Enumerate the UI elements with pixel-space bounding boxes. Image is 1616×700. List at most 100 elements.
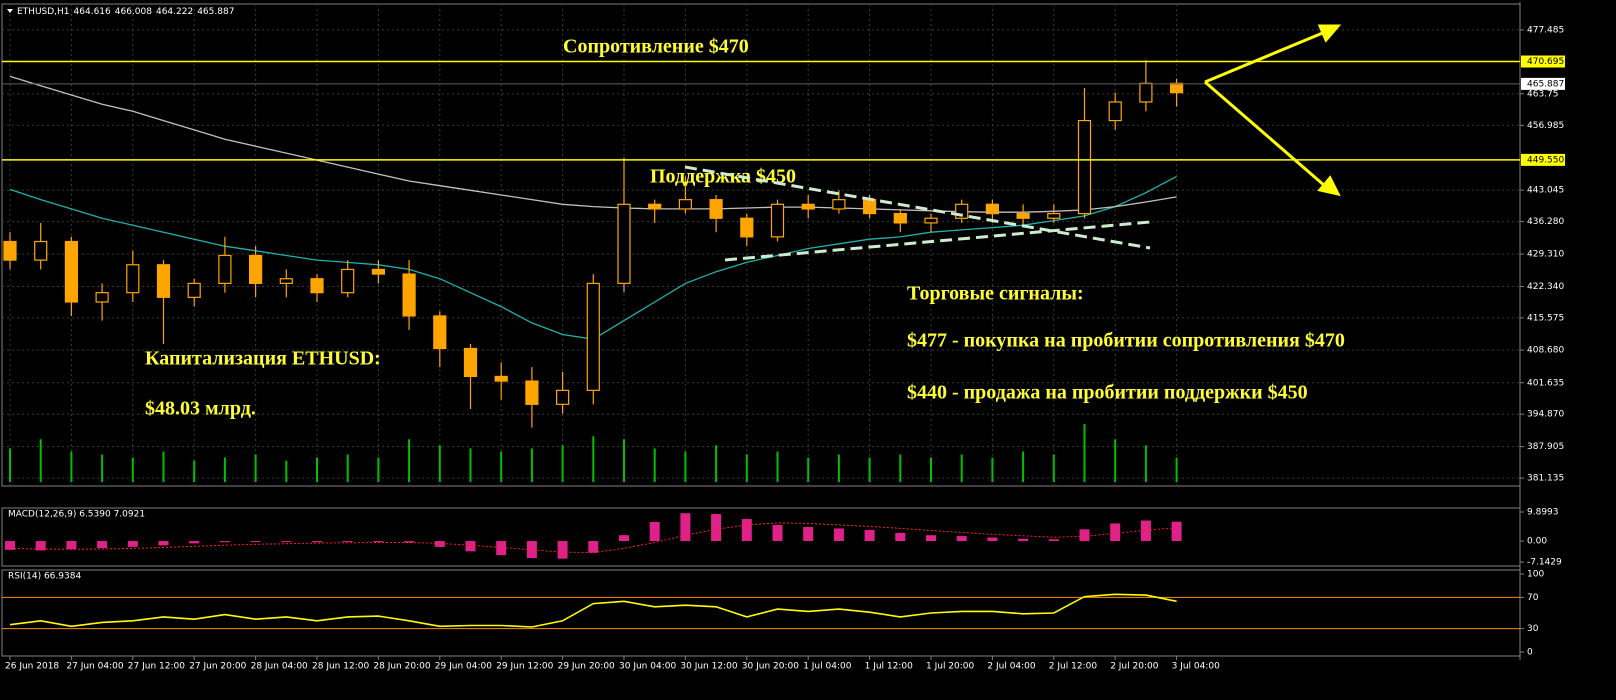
x-tick-label: 1 Jul 12:00 xyxy=(865,662,914,672)
candle-body xyxy=(985,203,1000,215)
volume-bar xyxy=(254,454,257,482)
candle-body xyxy=(494,375,508,382)
macd-bar xyxy=(803,526,814,542)
candle-body xyxy=(1077,119,1092,215)
candle-body xyxy=(801,203,815,210)
annotation: $477 - покупка на пробитии сопротивления… xyxy=(907,330,1345,352)
y-tick-label: 456.985 xyxy=(1527,121,1564,131)
volume-bar xyxy=(162,451,165,482)
volume-bar xyxy=(592,436,595,482)
annotation: Торговые сигналы: xyxy=(907,283,1084,305)
chart-header: ETHUSD,H1 464.616 466.008 464.222 465.887 xyxy=(17,7,234,17)
x-tick-label: 2 Jul 20:00 xyxy=(1110,662,1159,672)
volume-bar xyxy=(715,445,718,482)
candle-body xyxy=(249,254,263,284)
macd-bar xyxy=(97,541,108,549)
volume-bar xyxy=(316,457,318,482)
annotation: $48.03 млрд. xyxy=(145,398,256,420)
candle-body xyxy=(126,264,140,294)
x-tick-label: 3 Jul 04:00 xyxy=(1172,662,1221,672)
y-tick-label: 100 xyxy=(1527,570,1544,580)
y-tick-label: 436.280 xyxy=(1527,217,1564,227)
annotation: Сопротивление $470 xyxy=(563,36,749,58)
candle-body xyxy=(402,273,416,317)
y-tick-label: 443.045 xyxy=(1527,186,1564,196)
macd-bar xyxy=(1171,521,1182,542)
annotation: Капитализация ETHUSD: xyxy=(145,348,381,370)
macd-bar xyxy=(281,541,292,543)
macd-bar xyxy=(833,528,844,542)
volume-bar xyxy=(1083,424,1086,482)
y-tick-label: 381.135 xyxy=(1527,474,1564,484)
macd-bar xyxy=(158,541,169,546)
arrow-down xyxy=(1204,80,1326,188)
macd-bar xyxy=(127,541,138,547)
candle-body xyxy=(1047,213,1061,219)
x-tick-label: 27 Jun 12:00 xyxy=(128,662,185,672)
candle-body xyxy=(156,264,171,298)
candle-body xyxy=(862,199,877,215)
macd-bar xyxy=(66,541,77,550)
candle-body xyxy=(709,199,723,219)
y-tick-label: 0.00 xyxy=(1527,537,1547,547)
volume-bar xyxy=(684,451,687,482)
chart-title: ETHUSD,H1 xyxy=(17,7,70,17)
volume-bar xyxy=(530,448,533,482)
candle-body xyxy=(95,292,109,303)
candle-body xyxy=(1139,82,1153,103)
macd-bar xyxy=(1048,539,1059,542)
y-tick-label: 463.75 xyxy=(1527,89,1559,99)
candle-body xyxy=(310,278,324,294)
macd-bar xyxy=(956,536,967,542)
x-tick-label: 2 Jul 04:00 xyxy=(987,662,1036,672)
moving-average xyxy=(9,75,1177,213)
y-tick-label: 408.680 xyxy=(1527,345,1564,355)
macd-bar xyxy=(711,514,722,542)
x-tick-label: 30 Jun 12:00 xyxy=(680,662,737,672)
volume-bar xyxy=(868,457,871,482)
candle-body xyxy=(770,203,785,238)
macd-bar xyxy=(1110,523,1121,542)
y-tick-label: 401.635 xyxy=(1527,378,1564,388)
candle-body xyxy=(893,213,907,224)
macd-bar xyxy=(1079,529,1090,542)
macd-bar xyxy=(926,535,936,542)
x-tick-label: 29 Jun 12:00 xyxy=(496,662,553,672)
volume-bar xyxy=(438,445,441,482)
level-label: 449.550 xyxy=(1527,155,1564,165)
volume-bar xyxy=(807,457,810,482)
candle-body xyxy=(555,389,570,405)
y-tick-label: 30 xyxy=(1527,624,1539,634)
macd-bar xyxy=(895,532,906,542)
volume-bar xyxy=(561,445,564,482)
candle-body xyxy=(3,240,17,261)
macd-bar xyxy=(35,541,46,551)
macd-bar xyxy=(741,519,752,542)
candle-body xyxy=(740,217,754,238)
y-tick-label: 394.870 xyxy=(1527,410,1564,420)
macd-bar xyxy=(649,521,660,542)
candle-body xyxy=(1108,101,1122,122)
candle-body xyxy=(218,254,232,284)
trendline-upper xyxy=(684,165,1151,250)
y-tick-label: 9.8993 xyxy=(1527,508,1559,518)
volume-bar xyxy=(223,457,226,482)
x-tick-label: 1 Jul 20:00 xyxy=(926,662,975,672)
macd-bar xyxy=(619,535,629,542)
candle-body xyxy=(371,268,385,275)
x-tick-label: 28 Jun 20:00 xyxy=(373,662,430,672)
macd-bar xyxy=(342,541,353,543)
candle-body xyxy=(525,380,539,405)
candle-body xyxy=(832,199,846,210)
macd-bar xyxy=(5,541,15,550)
macd-bar xyxy=(373,541,384,543)
volume-bar xyxy=(776,451,779,482)
volume-bar xyxy=(500,451,503,482)
volume-bar xyxy=(101,454,104,482)
macd-bar xyxy=(1018,538,1029,542)
macd-bar xyxy=(189,541,200,544)
menu-arrow xyxy=(7,9,13,13)
volume-bar xyxy=(377,457,380,482)
